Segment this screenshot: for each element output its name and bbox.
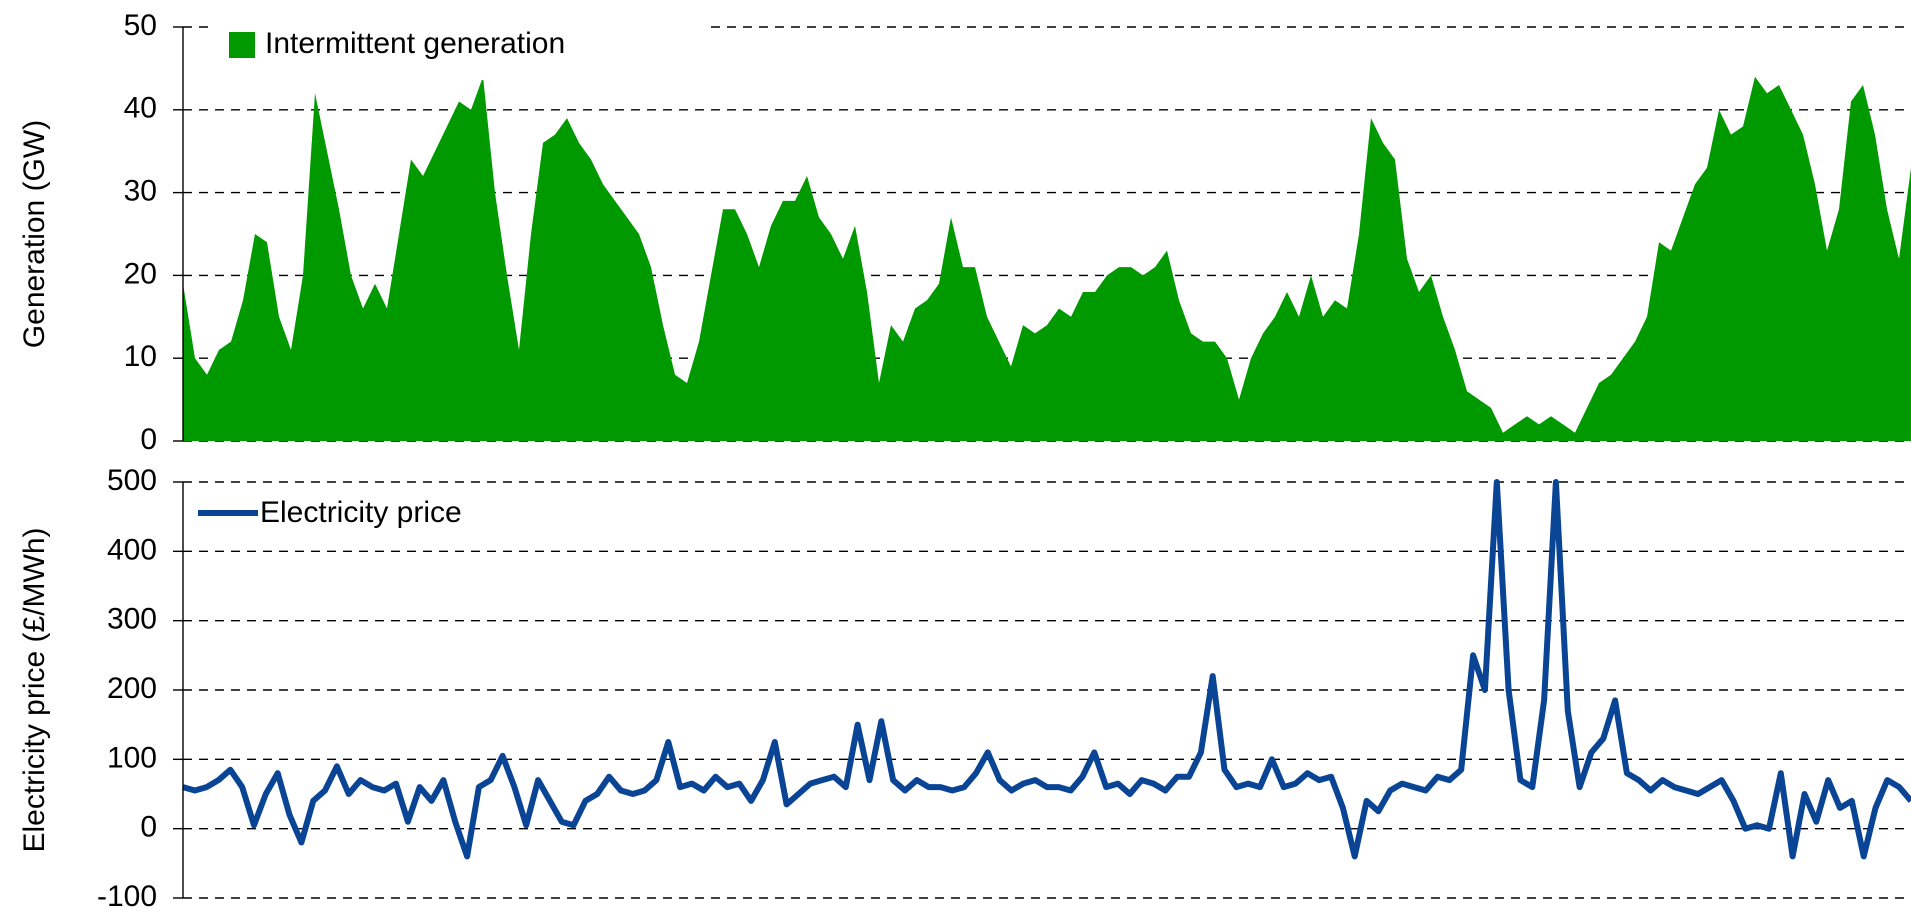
y-axis-label: Generation (GW) xyxy=(18,120,51,348)
y-tick-label: 30 xyxy=(124,175,157,208)
y-tick-label: 400 xyxy=(107,533,157,566)
y-tick-label: -100 xyxy=(97,880,157,913)
legend-swatch xyxy=(229,32,255,58)
y-tick-label: 0 xyxy=(140,811,157,844)
legend-label: Intermittent generation xyxy=(265,27,565,60)
y-axis-label: Electricity price (£/MWh) xyxy=(18,527,51,852)
y-tick-label: 500 xyxy=(107,464,157,497)
y-tick-label: 0 xyxy=(140,423,157,456)
legend-background xyxy=(215,8,705,80)
y-tick-label: 50 xyxy=(124,9,157,42)
y-tick-label: 40 xyxy=(124,92,157,125)
area xyxy=(183,76,1911,441)
y-tick-label: 300 xyxy=(107,603,157,636)
legend-label: Electricity price xyxy=(260,496,462,529)
y-tick-label: 10 xyxy=(124,340,157,373)
line xyxy=(182,479,1911,860)
y-tick-label: 200 xyxy=(107,672,157,705)
y-tick-label: 100 xyxy=(107,741,157,774)
y-tick-label: 20 xyxy=(124,257,157,290)
